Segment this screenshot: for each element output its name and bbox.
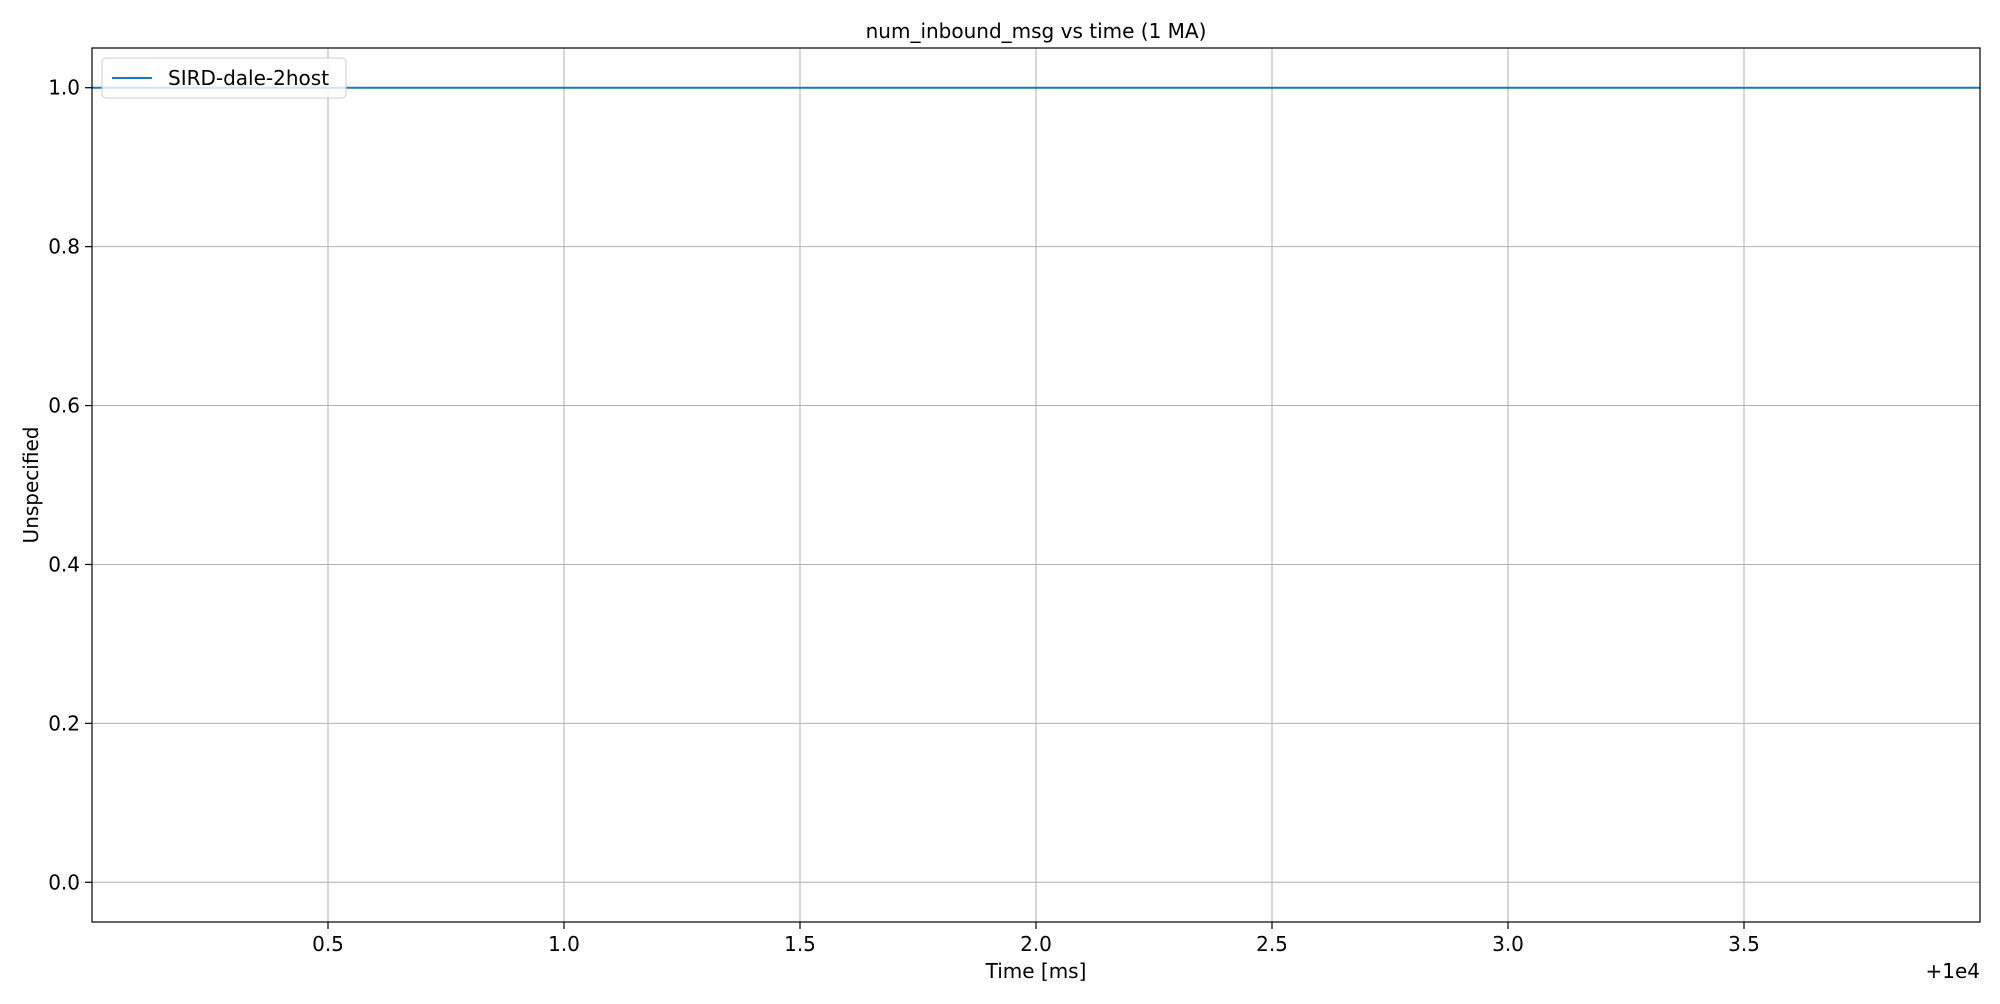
- y-axis-ticks: 0.0 0.2 0.4 0.6 0.8 1.0: [48, 76, 92, 894]
- x-tick-label: 2.0: [1020, 932, 1052, 956]
- y-axis-label: Unspecified: [19, 427, 43, 544]
- x-tick-label: 3.5: [1728, 932, 1760, 956]
- x-axis-label: Time [ms]: [985, 959, 1087, 983]
- x-tick-label: 0.5: [312, 932, 344, 956]
- x-tick-label: 2.5: [1256, 932, 1288, 956]
- legend: SIRD-dale-2host: [101, 57, 347, 99]
- chart-title: num_inbound_msg vs time (1 MA): [866, 19, 1207, 43]
- y-tick-label: 0.0: [48, 870, 80, 894]
- x-axis-ticks: 0.5 1.0 1.5 2.0 2.5 3.0 3.5: [312, 922, 1760, 956]
- y-tick-label: 0.4: [48, 552, 80, 576]
- legend-box: [101, 57, 347, 99]
- y-tick-label: 0.8: [48, 235, 80, 259]
- x-axis-offset-label: +1e4: [1925, 959, 1980, 983]
- x-tick-label: 1.0: [548, 932, 580, 956]
- x-tick-label: 3.0: [1492, 932, 1524, 956]
- legend-label: SIRD-dale-2host: [168, 66, 329, 90]
- y-tick-label: 0.6: [48, 394, 80, 418]
- y-tick-label: 1.0: [48, 76, 80, 100]
- x-tick-label: 1.5: [784, 932, 816, 956]
- plot-frame: [91, 47, 1981, 923]
- y-tick-label: 0.2: [48, 711, 80, 735]
